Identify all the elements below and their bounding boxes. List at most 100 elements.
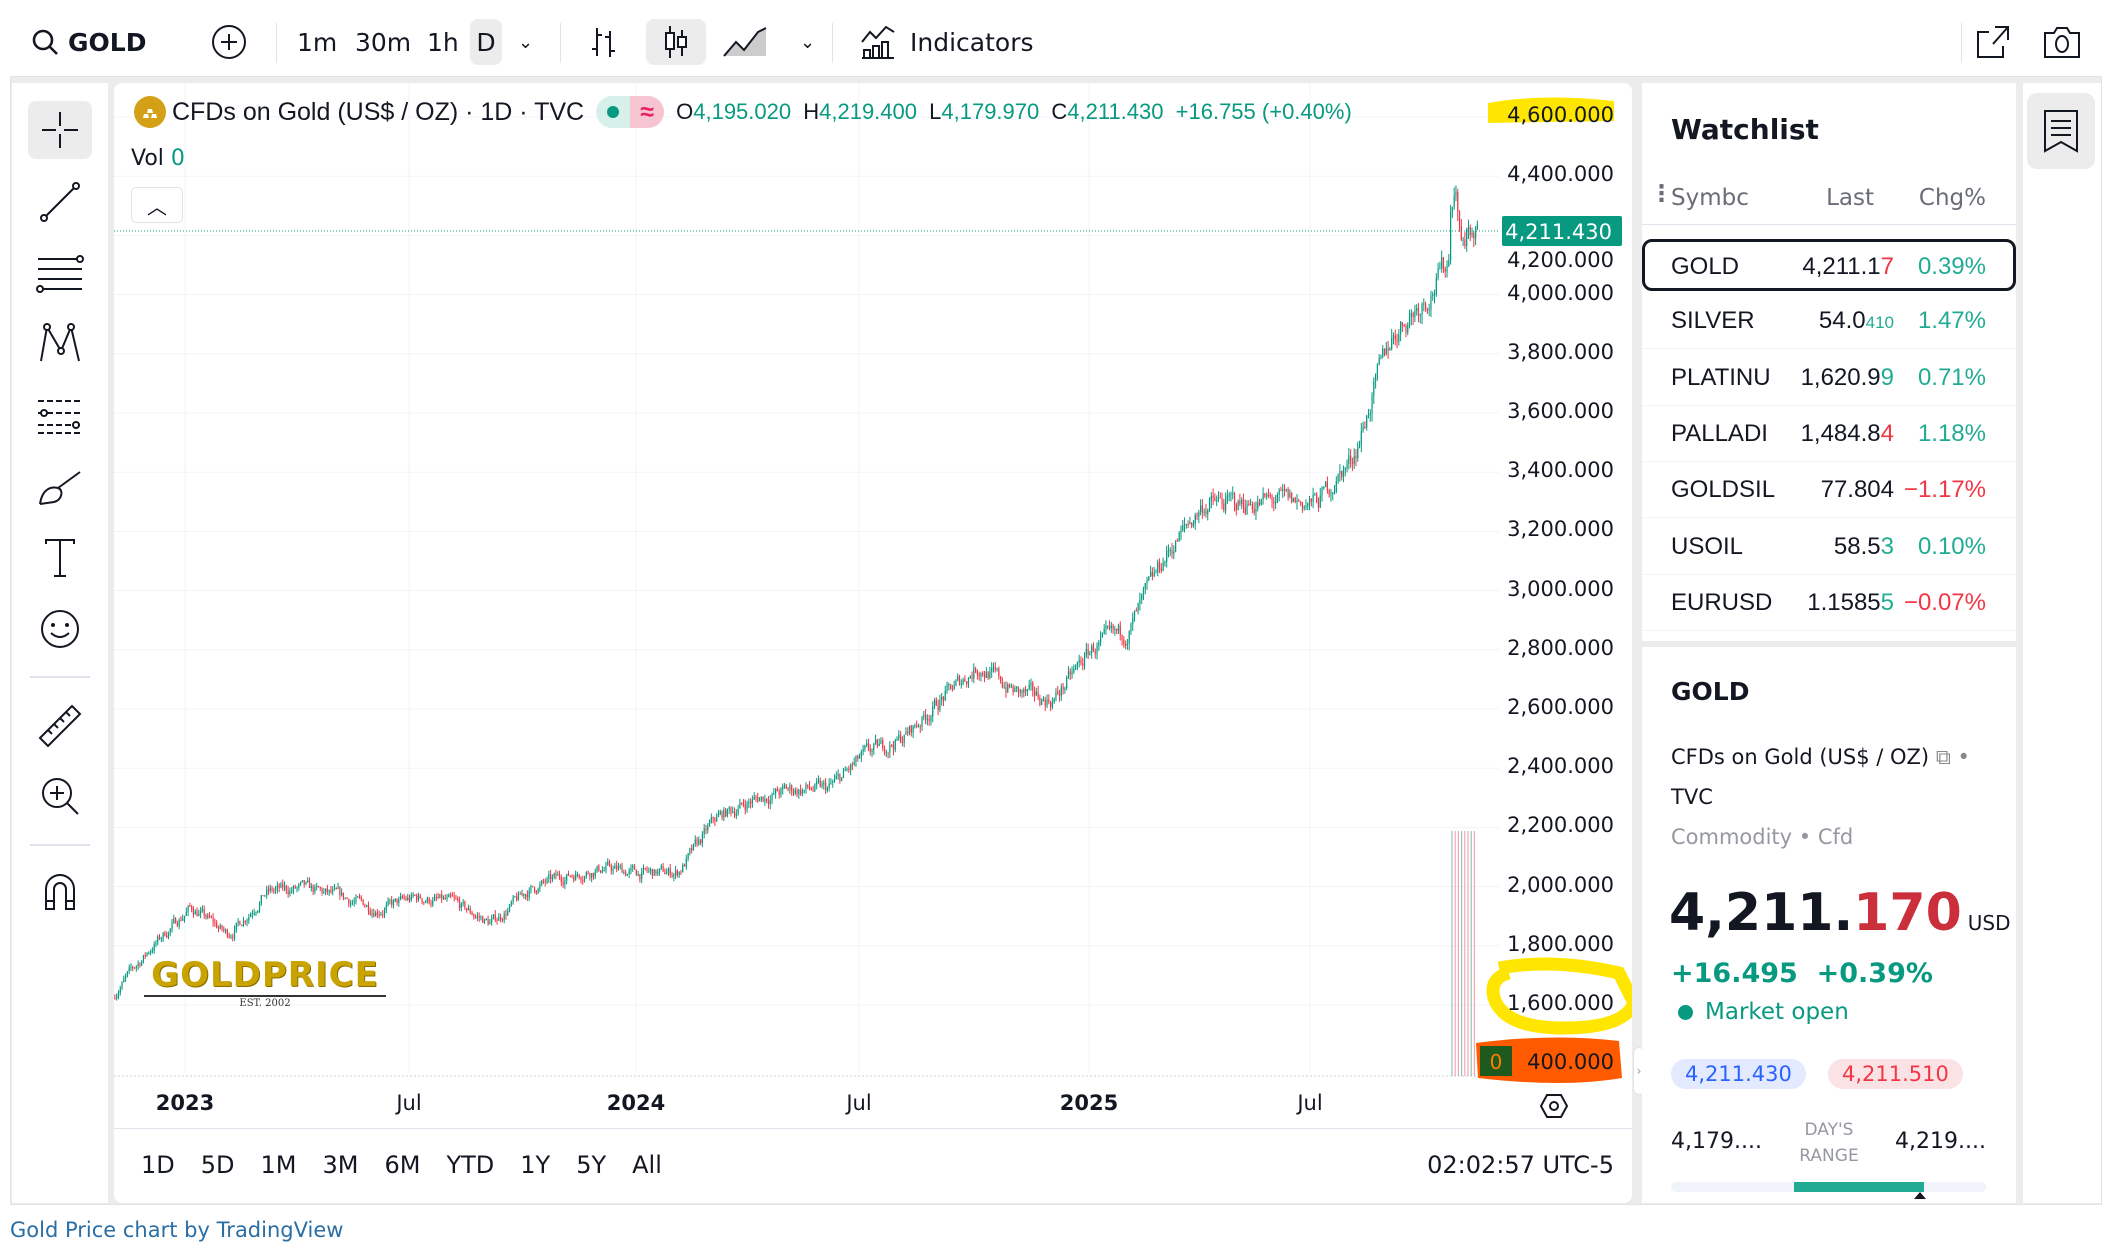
text-tool[interactable] xyxy=(28,529,92,587)
trend-line-tool[interactable] xyxy=(28,173,92,231)
candle xyxy=(730,806,732,817)
candle xyxy=(362,898,364,906)
candle xyxy=(1060,683,1062,701)
candle xyxy=(430,899,432,908)
candle xyxy=(1392,332,1395,345)
candle xyxy=(266,885,268,899)
watchlist-row-goldsil[interactable]: GOLDSIL 77.804 −1.17% xyxy=(1642,462,2016,519)
symbol-search[interactable]: GOLD xyxy=(30,19,150,65)
candle xyxy=(1432,291,1434,301)
price-chart[interactable]: 4,211.430 0 xyxy=(114,83,1632,1203)
range-5d[interactable]: 5D xyxy=(200,1151,235,1179)
snapshot-button[interactable] xyxy=(2042,19,2084,65)
chart-type-dropdown[interactable]: ⌄ xyxy=(800,19,815,65)
candle xyxy=(398,896,400,907)
watchlist-row-platinu[interactable]: PLATINU 1,620.99 0.71% xyxy=(1642,350,2016,406)
col-last[interactable]: Last xyxy=(1826,185,1874,211)
interval-1h[interactable]: 1h xyxy=(427,27,459,57)
candle xyxy=(1133,610,1136,622)
candle xyxy=(662,862,664,872)
candle xyxy=(1401,321,1403,332)
attribution-link[interactable]: Gold Price chart by TradingView xyxy=(10,1218,344,1242)
col-chg[interactable]: Chg% xyxy=(1918,185,1986,211)
candle xyxy=(278,883,280,893)
range-6m[interactable]: 6M xyxy=(384,1151,421,1179)
candle xyxy=(175,917,177,924)
candle xyxy=(308,877,311,889)
candle xyxy=(346,896,348,900)
candle xyxy=(1158,558,1161,574)
watchlist-row-gold[interactable]: GOLD 4,211.17 0.39% xyxy=(1642,239,2016,291)
current-price-badge xyxy=(1502,216,1622,247)
range-ytd[interactable]: YTD xyxy=(446,1151,495,1179)
area-style-button[interactable] xyxy=(722,19,772,65)
measure-tool[interactable] xyxy=(28,697,92,755)
candle xyxy=(646,866,648,874)
chart-settings-button[interactable] xyxy=(1539,1093,1569,1123)
candle xyxy=(1282,483,1284,499)
watchlist-row-eurusd[interactable]: EURUSD 1.15855 −0.07% xyxy=(1642,575,2016,631)
interval-dropdown[interactable]: ⌄ xyxy=(518,19,533,65)
candle xyxy=(1435,273,1437,297)
candle xyxy=(1333,484,1336,495)
brush-tool[interactable] xyxy=(28,459,92,517)
candle xyxy=(383,907,386,919)
candle-style-button[interactable] xyxy=(646,19,706,65)
indicators-button[interactable]: Indicators xyxy=(860,19,1034,65)
candle xyxy=(421,897,423,905)
candle xyxy=(1141,593,1143,605)
bar-style-button[interactable] xyxy=(588,19,628,65)
watchlist-row-palladi[interactable]: PALLADI 1,484.84 1.18% xyxy=(1642,406,2016,462)
candle xyxy=(1382,345,1384,359)
candle xyxy=(1373,377,1375,405)
candle xyxy=(794,787,796,796)
candle xyxy=(966,681,968,688)
crosshair-tool[interactable] xyxy=(28,101,92,159)
candle xyxy=(596,865,598,873)
bid-pill: 4,211.430 xyxy=(1671,1059,1806,1089)
price-axis[interactable]: 4,600.000 4,400.000 4,200.000 4,000.000 3,80… xyxy=(1504,83,1614,1083)
top-toolbar: GOLD 1m 30m 1h D ⌄ ⌄ Indicators xyxy=(10,5,2102,77)
candle xyxy=(191,904,193,913)
status-pill[interactable]: ≈ xyxy=(596,96,665,128)
magnet-tool[interactable] xyxy=(28,862,92,920)
projection-tool[interactable] xyxy=(28,386,92,444)
candle xyxy=(957,673,959,682)
open-in-new-button[interactable] xyxy=(1975,19,2015,65)
watchlist-toggle-button[interactable] xyxy=(2027,93,2095,169)
collapse-legend-button[interactable]: ︿ xyxy=(131,187,183,223)
fib-tool[interactable] xyxy=(28,244,92,302)
range-1m[interactable]: 1M xyxy=(260,1151,297,1179)
candle xyxy=(1225,492,1227,515)
chart-panel[interactable]: 4,211.430 0 CFDs on Gold (US$ / OZ) · 1D … xyxy=(114,83,1632,1203)
candle xyxy=(821,780,823,789)
range-1d[interactable]: 1D xyxy=(141,1151,175,1179)
candle xyxy=(1233,491,1236,512)
compare-button[interactable] xyxy=(210,19,250,65)
candle xyxy=(1450,204,1452,265)
watchlist-row-usoil[interactable]: USOIL 58.53 0.10% xyxy=(1642,519,2016,575)
zoom-tool[interactable] xyxy=(28,767,92,825)
candle xyxy=(358,893,361,899)
range-all[interactable]: All xyxy=(632,1151,662,1179)
candle xyxy=(785,783,787,790)
candle xyxy=(1266,492,1268,500)
candle xyxy=(739,798,741,809)
candle xyxy=(987,670,989,680)
range-1y[interactable]: 1Y xyxy=(520,1151,551,1179)
range-5y[interactable]: 5Y xyxy=(576,1151,607,1179)
candle xyxy=(1046,694,1048,709)
trend-line-icon xyxy=(40,182,80,222)
candle xyxy=(532,886,534,888)
candle xyxy=(1144,582,1146,595)
col-symbol[interactable]: Symbc xyxy=(1671,185,1749,211)
drag-handle-icon[interactable]: ⋮ xyxy=(1650,181,1673,207)
watchlist-row-silver[interactable]: SILVER 54.0410 1.47% xyxy=(1642,293,2016,350)
interval-30m[interactable]: 30m xyxy=(355,27,412,57)
external-link-icon[interactable]: ⧉ xyxy=(1935,745,1951,769)
interval-1m[interactable]: 1m xyxy=(297,27,338,57)
interval-d[interactable]: D xyxy=(470,19,502,65)
emoji-tool[interactable] xyxy=(28,600,92,658)
range-3m[interactable]: 3M xyxy=(322,1151,359,1179)
pattern-tool[interactable] xyxy=(28,314,92,372)
